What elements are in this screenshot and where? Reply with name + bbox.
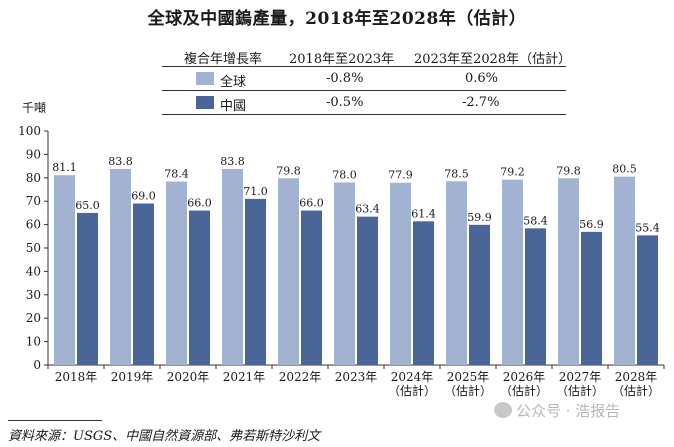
bar-global: [166, 181, 187, 365]
y-tick-label: 30: [26, 288, 41, 302]
data-label-global: 83.8: [108, 155, 133, 168]
data-label-global: 79.8: [556, 164, 581, 177]
bar-china: [245, 198, 266, 365]
bar-china: [77, 212, 98, 365]
data-label-china: 65.0: [75, 199, 100, 212]
y-tick-label: 80: [26, 171, 41, 185]
x-tick-label: （估計）: [444, 383, 492, 398]
data-label-global: 78.4: [164, 168, 189, 181]
x-tick-label: 2019年: [111, 370, 154, 384]
bar-china: [301, 210, 322, 365]
x-tick-label: 2023年: [335, 370, 378, 384]
cagr-global-2023-2028: 0.6%: [465, 71, 499, 86]
legend-label-china: 中國: [220, 99, 247, 114]
data-label-china: 55.4: [635, 221, 660, 234]
y-tick-label: 10: [26, 335, 41, 349]
chart-title: 全球及中國鎢產量，2018年至2028年（估計）: [147, 9, 527, 29]
table-header-cagr: 複合年增長率: [184, 52, 263, 67]
bar-china: [133, 203, 154, 365]
legend-swatch-china: [196, 96, 214, 109]
data-label-china: 66.0: [299, 197, 324, 210]
bar-global: [54, 175, 75, 365]
table-row-rule: [162, 90, 566, 91]
x-tick-label: 2026年: [503, 370, 546, 384]
data-label-global: 78.5: [444, 167, 469, 180]
y-tick-label: 0: [33, 358, 41, 372]
bar-china: [469, 224, 490, 365]
y-tick-label: 90: [26, 147, 41, 161]
bar-global: [334, 182, 355, 365]
x-tick-label: 2018年: [55, 370, 98, 384]
data-label-china: 71.0: [243, 185, 268, 198]
x-tick-label: 2021年: [223, 370, 266, 384]
bar-china: [581, 231, 602, 365]
table-header-period-1: 2018年至2023年: [289, 52, 395, 67]
bar-global: [222, 168, 243, 365]
bar-china: [637, 235, 658, 365]
data-label-global: 77.9: [388, 169, 413, 182]
cagr-china-2018-2023: -0.5%: [326, 95, 364, 110]
x-tick-label: 2020年: [167, 370, 210, 384]
y-tick-label: 50: [26, 241, 41, 255]
data-label-china: 61.4: [411, 207, 436, 220]
legend-label-global: 全球: [220, 75, 247, 90]
x-tick-label: （估計）: [612, 383, 660, 398]
bar-global: [110, 168, 131, 365]
bar-global: [446, 181, 467, 365]
x-tick-label: （估計）: [500, 383, 548, 398]
data-label-china: 69.0: [131, 190, 156, 203]
watermark: 公众号 · 浩报告: [516, 402, 621, 420]
bar-china: [525, 228, 546, 365]
x-tick-label: 2024年: [391, 370, 434, 384]
bar-global: [614, 176, 635, 365]
cagr-china-2023-2028: -2.7%: [462, 95, 500, 110]
bar-global: [558, 178, 579, 365]
data-label-china: 63.4: [355, 203, 380, 216]
wechat-icon: [494, 402, 512, 418]
x-tick-label: （估計）: [556, 383, 604, 398]
data-label-china: 59.9: [467, 211, 492, 224]
data-label-global: 83.8: [220, 155, 245, 168]
y-tick-label: 20: [26, 311, 41, 325]
y-tick-label: 70: [26, 194, 41, 208]
data-label-global: 80.5: [612, 163, 637, 176]
source-note: 資料來源：USGS、中國自然資源部、弗若斯特沙利文: [8, 429, 321, 444]
y-axis-label: 千噸: [22, 101, 46, 115]
y-tick-label: 100: [18, 124, 41, 138]
x-tick-label: 2022年: [279, 370, 322, 384]
bar-global: [278, 178, 299, 365]
data-label-china: 56.9: [579, 218, 604, 231]
table-header-period-2: 2023年至2028年（估計）: [414, 52, 572, 67]
data-label-global: 81.1: [52, 161, 77, 174]
y-tick-label: 40: [26, 264, 41, 278]
data-label-global: 79.8: [276, 164, 301, 177]
cagr-global-2018-2023: -0.8%: [326, 71, 364, 86]
data-label-china: 58.4: [523, 214, 548, 227]
bar-china: [189, 210, 210, 365]
bar-global: [390, 182, 411, 365]
x-tick-label: 2025年: [447, 370, 490, 384]
x-tick-label: 2027年: [559, 370, 602, 384]
bar-china: [357, 216, 378, 365]
x-tick-label: （估計）: [388, 383, 436, 398]
data-label-china: 66.0: [187, 197, 212, 210]
y-tick-label: 60: [26, 218, 41, 232]
x-tick-label: 2028年: [615, 370, 658, 384]
source-rule: [8, 420, 102, 421]
data-label-global: 79.2: [500, 166, 525, 179]
bar-global: [502, 179, 523, 365]
bar-china: [413, 221, 434, 365]
table-header-rule: [162, 66, 566, 67]
legend-swatch-global: [196, 72, 214, 85]
table-bottom-rule: [162, 114, 566, 115]
data-label-global: 78.0: [332, 168, 357, 181]
